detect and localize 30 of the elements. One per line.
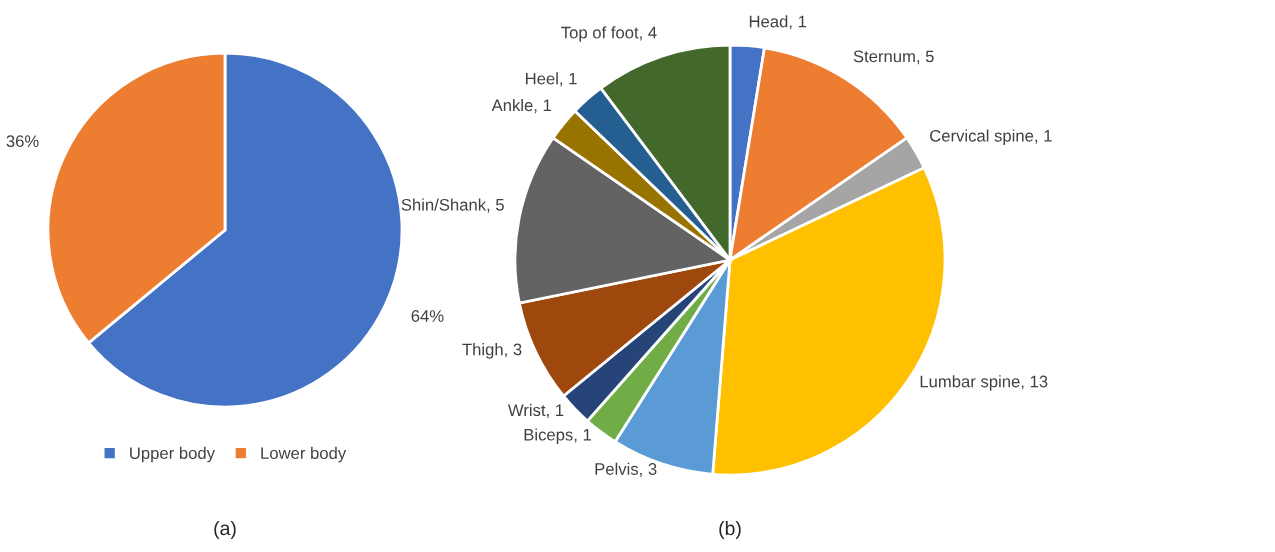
data-label: , 3 <box>505 343 522 358</box>
slice-label: Thigh <box>462 343 503 359</box>
data-label: , 1 <box>1035 130 1052 144</box>
data-label: , 1 <box>547 404 564 419</box>
legend-label: Lower body <box>261 446 347 463</box>
text: (b) <box>719 520 741 540</box>
slice-label: Wrist <box>507 403 546 417</box>
slice-label: Lumbar spine <box>920 375 1020 391</box>
data-label: , 1 <box>789 15 807 30</box>
legend-label: Upper body <box>130 446 215 463</box>
slice-label: Sternum <box>853 50 915 63</box>
slice-label: Top of foot <box>561 26 639 42</box>
data-label: , 3 <box>640 463 657 477</box>
slice-label: Head <box>749 15 788 28</box>
data-label: , 1 <box>574 428 591 443</box>
data-label: , 13 <box>1021 375 1048 390</box>
data-label: , 1 <box>534 99 551 114</box>
slice-label: Heel <box>526 72 558 85</box>
slice-label: Shin/Shank <box>401 198 487 211</box>
slice-label: Biceps <box>524 428 573 444</box>
data-label: , 5 <box>487 199 504 213</box>
data-label: , 1 <box>560 72 577 87</box>
data-label: , 4 <box>640 26 657 41</box>
data-label: 36% <box>6 135 39 148</box>
data-label: , 5 <box>917 50 934 65</box>
slice-label: Ankle <box>491 98 533 112</box>
data-label: 64% <box>411 310 444 322</box>
slice-label: Cervical spine <box>930 129 1034 145</box>
text: (a) <box>214 520 236 540</box>
slice-label: Pelvis <box>595 462 639 475</box>
